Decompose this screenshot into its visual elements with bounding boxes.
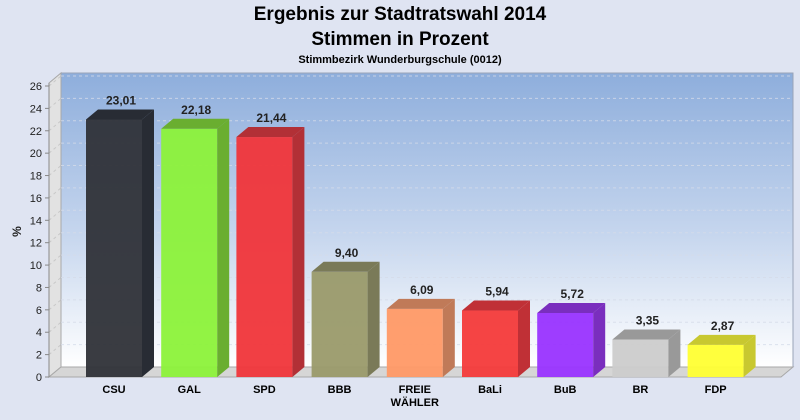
y-tick-label: 10 [30, 260, 42, 272]
bar-top [161, 118, 230, 129]
y-tick-label: 18 [30, 171, 42, 183]
gridline-side [48, 142, 62, 154]
gridline-side [48, 98, 62, 109]
x-tick-label: GAL [178, 384, 202, 396]
data-label: 22,18 [181, 103, 211, 117]
bar-csu [86, 109, 154, 377]
x-tick-label: CSU [102, 384, 125, 396]
plot-side-wall [48, 71, 62, 379]
bar-top [687, 334, 756, 345]
gridline-side [48, 120, 62, 132]
bar-side [292, 127, 305, 377]
gridline-side [48, 299, 62, 311]
bar-top [386, 298, 455, 309]
y-tick-label: 4 [36, 327, 42, 339]
y-tick-label: 12 [30, 238, 42, 250]
bar-top [236, 127, 305, 138]
bar-gal [161, 118, 230, 378]
bar-front [462, 310, 518, 377]
bar-front [386, 308, 443, 377]
data-label: 21,44 [256, 111, 286, 125]
y-axis-label: % [10, 226, 24, 237]
x-tick-label: BBB [328, 384, 352, 396]
data-label: 9,40 [335, 246, 359, 260]
data-label: 5,72 [561, 287, 585, 301]
y-tick-label: 2 [36, 350, 42, 362]
y-tick-label: 26 [30, 81, 42, 93]
bar-side [142, 109, 154, 377]
data-label: 6,09 [410, 283, 434, 297]
bar-fdp [687, 334, 756, 377]
bar-front [236, 137, 293, 377]
gridline-side [48, 344, 62, 355]
bar-top [462, 300, 530, 311]
y-tick-label: 22 [30, 126, 42, 138]
bar-bbb [311, 261, 380, 377]
x-tick-label: BaLi [478, 384, 502, 396]
gridline-side [48, 209, 62, 221]
bar-br [612, 329, 681, 377]
gridline-side [48, 254, 62, 266]
y-tick-label: 24 [30, 103, 42, 115]
bar-front [687, 344, 744, 377]
bar-bali [462, 300, 530, 377]
x-tick-label: FREIE [399, 384, 431, 396]
chart-subtitle-district: Stimmbezirk Wunderburgschule (0012) [298, 54, 502, 66]
x-tick-label: WÄHLER [391, 396, 439, 409]
x-tick-label: FDP [705, 384, 727, 396]
y-tick-label: 0 [36, 372, 42, 384]
gridline-side [48, 75, 62, 87]
gridline-side [48, 165, 62, 176]
y-tick-label: 6 [36, 305, 42, 317]
bar-front [537, 312, 594, 377]
y-tick-label: 14 [30, 215, 42, 227]
bar-side [743, 334, 756, 377]
y-tick-label: 16 [30, 193, 42, 205]
bar-side [442, 298, 455, 377]
gridline-side [48, 187, 62, 199]
data-label: 23,01 [106, 93, 136, 107]
bar-top [86, 109, 154, 120]
bar-front [161, 128, 218, 377]
chart-subtitle: Stimmen in Prozent [311, 29, 489, 50]
gridline-side [48, 321, 62, 333]
data-label: 2,87 [711, 319, 735, 333]
bar-front [311, 271, 368, 377]
y-tick-label: 8 [36, 282, 42, 294]
bar-top [537, 302, 606, 313]
bar-top [311, 261, 380, 272]
bar-side [518, 300, 530, 377]
bar-front [86, 119, 142, 377]
bar-side [668, 329, 681, 377]
x-tick-label: BR [632, 384, 648, 396]
bar-side [217, 118, 230, 378]
chart-title: Ergebnis zur Stadtratswahl 2014 [253, 4, 547, 25]
bar-top [612, 329, 681, 340]
bar-front [612, 339, 669, 377]
data-label: 5,94 [485, 285, 509, 299]
x-tick-label: BuB [554, 384, 577, 396]
bar-bub [537, 302, 606, 377]
bar-freie-wähler [386, 298, 455, 377]
gridline-side [48, 277, 62, 288]
x-tick-label: SPD [253, 384, 276, 396]
data-label: 3,35 [636, 314, 660, 328]
y-tick-label: 20 [30, 148, 42, 160]
bar-side [593, 302, 606, 377]
bar-side [367, 261, 380, 377]
gridline-side [48, 232, 62, 244]
bar-spd [236, 127, 305, 377]
